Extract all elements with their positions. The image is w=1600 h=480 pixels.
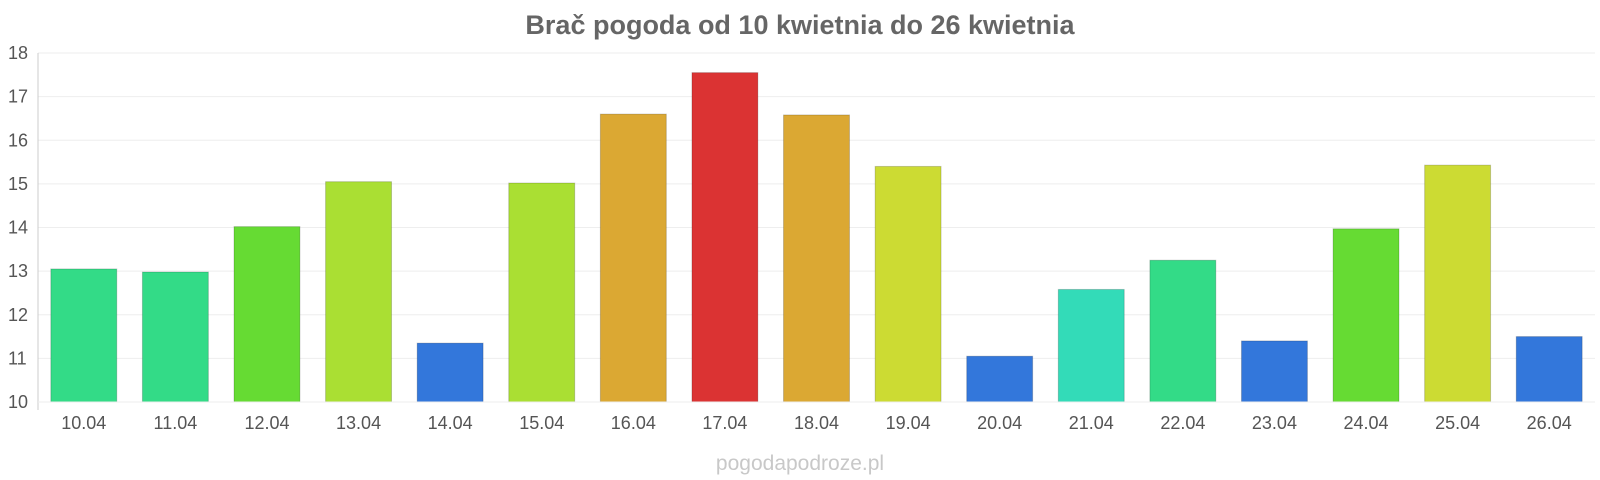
x-tick-label: 15.04 [519,413,564,433]
y-tick-label: 11 [8,348,27,368]
bar[interactable] [966,355,1034,403]
bar[interactable] [233,226,301,403]
x-tick-label: 22.04 [1160,413,1205,433]
bar[interactable] [1424,164,1492,403]
bar[interactable] [416,342,484,403]
bar[interactable] [1515,336,1583,403]
bars [50,72,1583,403]
bar[interactable] [599,113,667,403]
x-tick-label: 13.04 [336,413,381,433]
y-tick-label: 16 [8,130,28,150]
x-tick-label: 17.04 [702,413,747,433]
x-tick-label: 10.04 [61,413,106,433]
bar[interactable] [141,271,209,403]
y-tick-label: 15 [8,174,28,194]
x-tick-label: 14.04 [428,413,473,433]
bar[interactable] [1240,340,1308,403]
bar[interactable] [325,181,393,403]
bar[interactable] [691,72,759,403]
x-tick-label: 12.04 [244,413,289,433]
y-tick-label: 12 [8,305,28,325]
bar[interactable] [783,114,850,403]
watermark: pogodapodroze.pl [715,452,885,475]
x-tick-label: 25.04 [1435,413,1480,433]
y-tick-label: 17 [8,87,28,107]
bar[interactable] [1057,288,1125,403]
y-tick-label: 14 [8,218,28,238]
bar[interactable] [1149,259,1217,403]
tick-labels: 10 11 12 13 14 15 16 17 18 10.04 11.04 12.04 13.04 14… [8,43,1572,433]
y-tick-label: 18 [8,43,28,63]
x-tick-label: 23.04 [1252,413,1297,433]
x-tick-label: 21.04 [1069,413,1114,433]
x-tick-label: 20.04 [977,413,1022,433]
bar[interactable] [1332,228,1400,403]
bar[interactable] [874,165,942,403]
bar[interactable] [50,268,118,403]
x-tick-label: 16.04 [611,413,656,433]
axes [37,53,1595,410]
x-tick-label: 11.04 [154,413,198,433]
x-tick-label: 26.04 [1527,413,1572,433]
bar[interactable] [508,182,576,403]
chart-title: Brač pogoda od 10 kwietnia do 26 kwietni… [525,10,1075,40]
y-tick-label: 13 [8,261,28,281]
x-tick-label: 18.04 [794,413,839,433]
x-tick-label: 19.04 [886,413,931,433]
x-tick-label: 24.04 [1344,413,1389,433]
y-tick-label: 10 [8,392,28,412]
